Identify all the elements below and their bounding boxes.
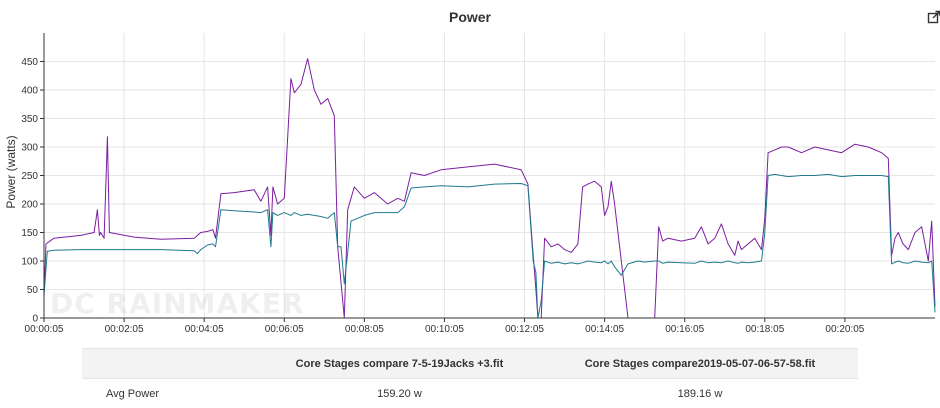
x-tick-label: 00:14:05	[585, 324, 624, 335]
summary-row-label: Avg Power	[82, 379, 257, 408]
x-tick-label: 00:18:05	[745, 324, 784, 335]
x-tick-label: 00:02:05	[105, 324, 144, 335]
x-tick-label: 00:10:05	[425, 324, 464, 335]
x-tick-label: 00:12:05	[505, 324, 544, 335]
y-tick-label: 350	[21, 114, 38, 125]
chart-series	[44, 59, 935, 318]
y-tick-label: 300	[21, 143, 38, 154]
x-tick-label: 00:00:05	[25, 324, 64, 335]
y-tick-label: 400	[21, 86, 38, 97]
x-tick-label: 00:08:05	[345, 324, 384, 335]
y-tick-label: 150	[21, 228, 38, 239]
y-tick-label: 100	[21, 257, 38, 268]
summary-header-blank	[82, 349, 257, 379]
y-axis-ticks: 0 50 100 150 200 250 300 350 400 450	[21, 57, 44, 325]
y-axis-label: Power (watts)	[4, 135, 18, 208]
y-tick-label: 450	[21, 57, 38, 68]
series-line-1	[44, 59, 935, 318]
watermark: DC RAINMAKER	[50, 287, 305, 320]
y-tick-label: 0	[32, 314, 38, 325]
summary-row-avg-power: Avg Power 159.20 w 189.16 w	[82, 379, 858, 408]
summary-value-a: 159.20 w	[257, 379, 542, 408]
summary-header-file-b: Core Stages compare2019-05-07-06-57-58.f…	[542, 349, 858, 379]
y-tick-label: 50	[27, 285, 39, 296]
x-tick-label: 00:20:05	[825, 324, 864, 335]
x-tick-label: 00:06:05	[265, 324, 304, 335]
summary-value-b: 189.16 w	[542, 379, 858, 408]
summary-header-file-a: Core Stages compare 7-5-19Jacks +3.fit	[257, 349, 542, 379]
summary-table: Core Stages compare 7-5-19Jacks +3.fit C…	[82, 348, 858, 408]
y-tick-label: 200	[21, 200, 38, 211]
summary-header-row: Core Stages compare 7-5-19Jacks +3.fit C…	[82, 349, 858, 379]
y-tick-label: 250	[21, 171, 38, 182]
power-chart: DC RAINMAKER 0 50 100 150 200 250 300 350 400 450…	[0, 0, 940, 340]
x-tick-label: 00:16:05	[665, 324, 704, 335]
x-tick-label: 00:04:05	[185, 324, 224, 335]
x-axis-ticks: 00:00:05 00:02:05 00:04:05 00:06:05 00:08:05…	[25, 318, 865, 335]
